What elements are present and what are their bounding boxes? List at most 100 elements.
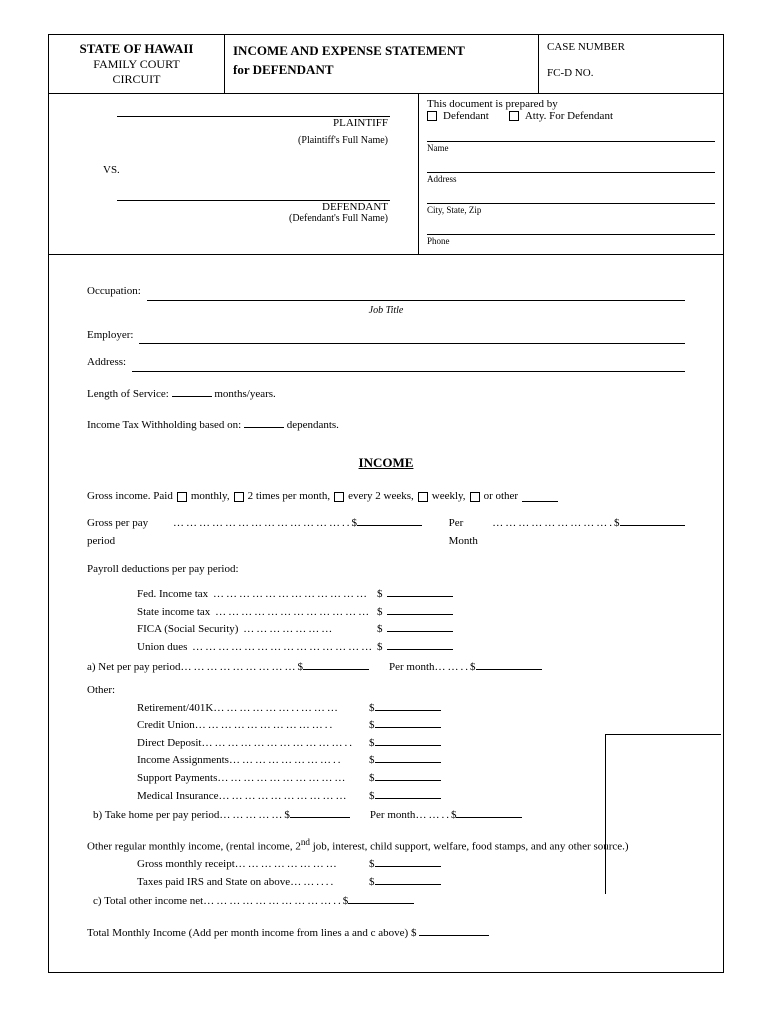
take-b-label: b) Take home per pay period	[93, 807, 219, 825]
party-left: PLAINTIFF (Plaintiff's Full Name) VS. DE…	[49, 94, 419, 254]
withholding-field[interactable]	[244, 418, 284, 428]
total-c-field[interactable]	[348, 894, 414, 904]
credit-row: Credit Union………………………….. $	[137, 717, 685, 735]
withholding-row: Income Tax Withholding based on: dependa…	[87, 417, 685, 435]
taxes-paid-field[interactable]	[375, 875, 441, 885]
state-field[interactable]	[387, 605, 453, 615]
assign-field[interactable]	[375, 753, 441, 763]
gross-intro: Gross income. Paid	[87, 488, 173, 506]
net-a-field[interactable]	[303, 660, 369, 670]
direct-field[interactable]	[375, 736, 441, 746]
case-number-label: CASE NUMBER	[547, 41, 715, 53]
take-b-pm-field[interactable]	[456, 808, 522, 818]
state-title: STATE OF HAWAII	[57, 41, 216, 57]
dots: …………………………………..	[173, 515, 352, 533]
taxes-paid-row: Taxes paid IRS and State on above…….... …	[137, 874, 685, 892]
emp-address-field[interactable]	[132, 371, 685, 372]
fed-label: Fed. Income tax	[137, 588, 208, 600]
defendant-fullname-label: (Defendant's Full Name)	[57, 213, 410, 224]
plaintiff-label: PLAINTIFF	[57, 117, 410, 129]
pm-label2: Per month	[370, 807, 416, 825]
gross-per-label: Gross per pay period	[87, 515, 173, 550]
fed-field[interactable]	[387, 587, 453, 597]
title-cell: INCOME AND EXPENSE STATEMENT for DEFENDA…	[225, 35, 539, 93]
fica-row: FICA (Social Security) ………………… $	[137, 621, 685, 639]
emp-address-label: Address:	[87, 354, 126, 372]
opt-other: or other	[484, 488, 519, 506]
direct-label: Direct Deposit	[137, 737, 201, 749]
jobtitle-hint: Job Title	[87, 303, 685, 319]
state-label: State income tax	[137, 606, 210, 618]
party-row: PLAINTIFF (Plaintiff's Full Name) VS. DE…	[49, 94, 723, 255]
take-b-field[interactable]	[290, 808, 350, 818]
length-suffix: months/years.	[214, 388, 275, 400]
phone-field[interactable]	[427, 221, 715, 235]
direct-row: Direct Deposit…………………………….. $	[137, 735, 685, 753]
defendant-label: DEFENDANT	[57, 201, 410, 213]
preparer-checkboxes: Defendant Atty. For Defendant	[427, 110, 715, 122]
plaintiff-fullname-label: (Plaintiff's Full Name)	[57, 135, 410, 146]
form-title-1: INCOME AND EXPENSE STATEMENT	[233, 41, 530, 60]
other-field[interactable]	[522, 492, 558, 502]
checkbox-monthly[interactable]	[177, 492, 187, 502]
union-row: Union dues …………………………………… $	[137, 639, 685, 657]
total-monthly-row: Total Monthly Income (Add per month inco…	[87, 925, 685, 943]
city-field[interactable]	[427, 190, 715, 204]
checkbox-defendant[interactable]	[427, 111, 437, 121]
withholding-label: Income Tax Withholding based on:	[87, 419, 241, 431]
support-row: Support Payments………………………… $	[137, 770, 685, 788]
union-label: Union dues	[137, 641, 187, 653]
cb-defendant-label: Defendant	[443, 110, 489, 122]
fica-field[interactable]	[387, 622, 453, 632]
total-monthly-field[interactable]	[419, 926, 489, 936]
medical-field[interactable]	[375, 789, 441, 799]
circuit-label: CIRCUIT	[57, 72, 216, 87]
checkbox-weekly[interactable]	[418, 492, 428, 502]
fcd-label: FC-D NO.	[547, 67, 715, 79]
union-field[interactable]	[387, 640, 453, 650]
opt-monthly: monthly,	[191, 488, 230, 506]
occupation-field[interactable]	[147, 300, 685, 301]
retirement-label: Retirement/401K	[137, 702, 213, 714]
other-reg-2: job, interest, child support, welfare, f…	[310, 841, 629, 853]
employer-field[interactable]	[139, 343, 685, 344]
court-cell: STATE OF HAWAII FAMILY COURT CIRCUIT	[49, 35, 225, 93]
opt-2x: 2 times per month,	[248, 488, 331, 506]
side-box	[605, 734, 721, 894]
checkbox-other[interactable]	[470, 492, 480, 502]
credit-field[interactable]	[375, 718, 441, 728]
income-title: INCOME	[87, 453, 685, 474]
retirement-row: Retirement/401K………………..……… $	[137, 700, 685, 718]
checkbox-2x[interactable]	[234, 492, 244, 502]
preparer-intro: This document is prepared by	[427, 98, 715, 110]
address-field[interactable]	[427, 159, 715, 173]
withholding-suffix: dependants.	[287, 419, 339, 431]
support-field[interactable]	[375, 771, 441, 781]
checkbox-attorney[interactable]	[509, 111, 519, 121]
net-a-pm-field[interactable]	[476, 660, 542, 670]
per-month-field[interactable]	[620, 516, 685, 526]
checkbox-2w[interactable]	[334, 492, 344, 502]
gross-receipt-label: Gross monthly receipt	[137, 858, 235, 870]
form-title-2: for DEFENDANT	[233, 60, 530, 79]
gross-receipt-field[interactable]	[375, 857, 441, 867]
name-field[interactable]	[427, 128, 715, 142]
length-row: Length of Service: months/years.	[87, 386, 685, 404]
length-field[interactable]	[172, 387, 212, 397]
fica-label: FICA (Social Security)	[137, 623, 238, 635]
header-row: STATE OF HAWAII FAMILY COURT CIRCUIT INC…	[49, 35, 723, 94]
support-label: Support Payments	[137, 772, 217, 784]
opt-2w: every 2 weeks,	[348, 488, 414, 506]
vs-label: VS.	[103, 164, 410, 176]
address-row: Address:	[87, 354, 685, 372]
retirement-field[interactable]	[375, 701, 441, 711]
opt-weekly: weekly,	[432, 488, 466, 506]
taxes-paid-label: Taxes paid IRS and State on above	[137, 876, 290, 888]
total-c-label: c) Total other income net	[93, 893, 203, 911]
gross-per-field[interactable]	[357, 516, 422, 526]
total-monthly-label: Total Monthly Income (Add per month inco…	[87, 927, 416, 939]
pm-label: Per month	[389, 659, 435, 677]
cb-attorney-label: Atty. For Defendant	[525, 110, 613, 122]
fed-row: Fed. Income tax ……………………………… $	[137, 586, 685, 604]
name-label: Name	[427, 143, 715, 153]
